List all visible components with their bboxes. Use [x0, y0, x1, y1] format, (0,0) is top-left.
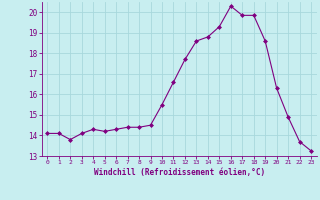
X-axis label: Windchill (Refroidissement éolien,°C): Windchill (Refroidissement éolien,°C): [94, 168, 265, 177]
